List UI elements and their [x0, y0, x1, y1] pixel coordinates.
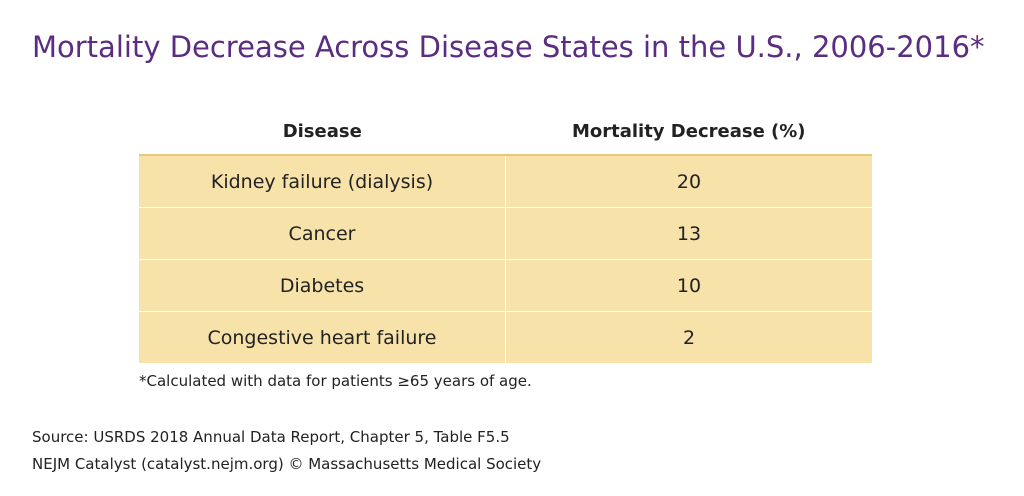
table-cell: 20 [505, 155, 872, 208]
table-body: Kidney failure (dialysis) 20 Cancer 13 Diabe… [139, 155, 872, 364]
column-header: Mortality Decrease (%) [505, 108, 872, 156]
table-cell: Congestive heart failure [139, 311, 506, 364]
header-row: Disease Mortality Decrease (%) [139, 108, 872, 156]
table-cell: 2 [505, 311, 872, 364]
footnote: *Calculated with data for patients ≥65 y… [139, 372, 532, 390]
data-table: Disease Mortality Decrease (%) Kidney fa… [139, 108, 872, 364]
table-row: Cancer 13 [139, 207, 872, 260]
table-cell: 13 [505, 207, 872, 260]
table-row: Congestive heart failure 2 [139, 311, 872, 364]
table-row: Kidney failure (dialysis) 20 [139, 155, 872, 208]
table-cell: Kidney failure (dialysis) [139, 155, 506, 208]
table-cell: Diabetes [139, 259, 506, 312]
table-cell: Cancer [139, 207, 506, 260]
source: Source: USRDS 2018 Annual Data Report, C… [32, 428, 510, 446]
source: NEJM Catalyst (catalyst.nejm.org) © Mass… [32, 455, 542, 473]
column-header: Disease [139, 108, 506, 156]
title: Mortality Decrease Across Disease States… [32, 30, 985, 64]
table-cell: 10 [505, 259, 872, 312]
table-row: Diabetes 10 [139, 259, 872, 312]
